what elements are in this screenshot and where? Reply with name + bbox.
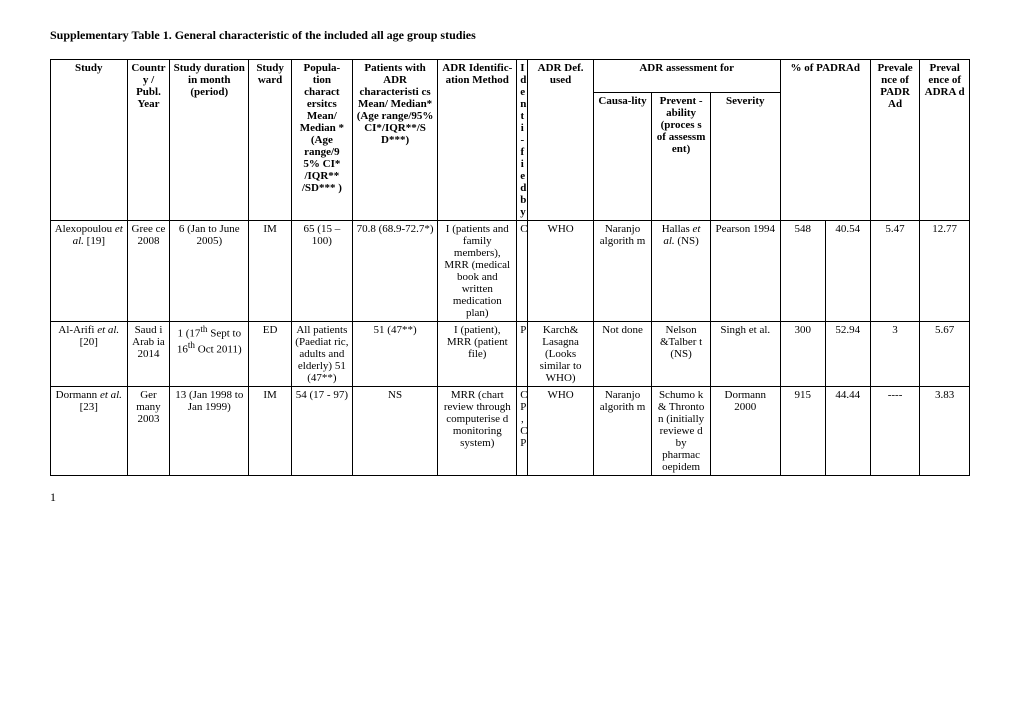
table-row: Dormann et al. [23]Ger many 200313 (Jan … [51,387,970,476]
cell-ward: IM [249,221,292,322]
cell-severity: Singh et al. [710,322,780,387]
cell-pct1: 548 [780,221,825,322]
th-prevent: Prevent -ability (proces s of assessm en… [652,93,711,221]
cell-country: Saud i Arab ia 2014 [127,322,170,387]
cell-ward: IM [249,387,292,476]
cell-prevent: Hallas et al. (NS) [652,221,711,322]
cell-identby: P [517,322,528,387]
cell-patchar: NS [352,387,438,476]
cell-prevPADR: 5.47 [870,221,920,322]
cell-identby: C [517,221,528,322]
th-severity: Severity [710,93,780,221]
cell-duration: 6 (Jan to June 2005) [170,221,249,322]
cell-identby: C P , C P [517,387,528,476]
th-assessgroup: ADR assessment for [593,60,780,93]
th-causality: Causa-lity [593,93,652,221]
cell-prevPADR: ---- [870,387,920,476]
th-duration: Study duration in month (period) [170,60,249,221]
table-row: Alexopoulou et al. [19]Gree ce 20086 (Ja… [51,221,970,322]
cell-popchar: 65 (15 – 100) [291,221,352,322]
page-number: 1 [50,490,970,505]
supplementary-table: Study Country / Publ. Year Study duratio… [50,59,970,476]
cell-causality: Naranjo algorith m [593,387,652,476]
cell-pct2: 44.44 [825,387,870,476]
th-identby: Identi-fied by [517,60,528,221]
cell-patchar: 70.8 (68.9-72.7*) [352,221,438,322]
cell-pct2: 40.54 [825,221,870,322]
cell-identmethod: I (patient), MRR (patient file) [438,322,517,387]
th-patchar: Patients with ADR characteristi cs Mean/… [352,60,438,221]
th-pctgroup: % of PADRAd [780,60,870,221]
th-popchar: Popula-tion charact ersitcs Mean/ Median… [291,60,352,221]
cell-country: Ger many 2003 [127,387,170,476]
cell-prevent: Nelson &Talber t (NS) [652,322,711,387]
cell-prevPADR: 3 [870,322,920,387]
cell-pct1: 300 [780,322,825,387]
cell-severity: Dormann 2000 [710,387,780,476]
cell-study: Al-Arifi et al. [20] [51,322,128,387]
th-prevPADR: Prevale nce of PADR Ad [870,60,920,221]
cell-prevADRA: 5.67 [920,322,970,387]
cell-identmethod: I (patients and family members), MRR (me… [438,221,517,322]
cell-country: Gree ce 2008 [127,221,170,322]
cell-study: Alexopoulou et al. [19] [51,221,128,322]
cell-causality: Naranjo algorith m [593,221,652,322]
cell-causality: Not done [593,322,652,387]
page-title: Supplementary Table 1. General character… [50,28,970,43]
th-identmethod: ADR Identific-ation Method [438,60,517,221]
cell-defused: WHO [528,387,593,476]
cell-identmethod: MRR (chart review through computerise d … [438,387,517,476]
cell-severity: Pearson 1994 [710,221,780,322]
cell-duration: 13 (Jan 1998 to Jan 1999) [170,387,249,476]
cell-pct1: 915 [780,387,825,476]
th-ward: Study ward [249,60,292,221]
cell-defused: Karch& Lasagna (Looks similar to WHO) [528,322,593,387]
cell-ward: ED [249,322,292,387]
cell-patchar: 51 (47**) [352,322,438,387]
cell-prevent: Schumo k & Thronto n (initially reviewe … [652,387,711,476]
cell-pct2: 52.94 [825,322,870,387]
th-defused: ADR Def. used [528,60,593,221]
cell-popchar: All patients (Paediat ric, adults and el… [291,322,352,387]
cell-defused: WHO [528,221,593,322]
cell-study: Dormann et al. [23] [51,387,128,476]
cell-duration: 1 (17th Sept to 16th Oct 2011) [170,322,249,387]
cell-prevADRA: 3.83 [920,387,970,476]
th-prevADRA: Preval ence of ADRA d [920,60,970,221]
cell-prevADRA: 12.77 [920,221,970,322]
table-row: Al-Arifi et al. [20]Saud i Arab ia 20141… [51,322,970,387]
th-study: Study [51,60,128,221]
cell-popchar: 54 (17 - 97) [291,387,352,476]
th-country: Country / Publ. Year [127,60,170,221]
